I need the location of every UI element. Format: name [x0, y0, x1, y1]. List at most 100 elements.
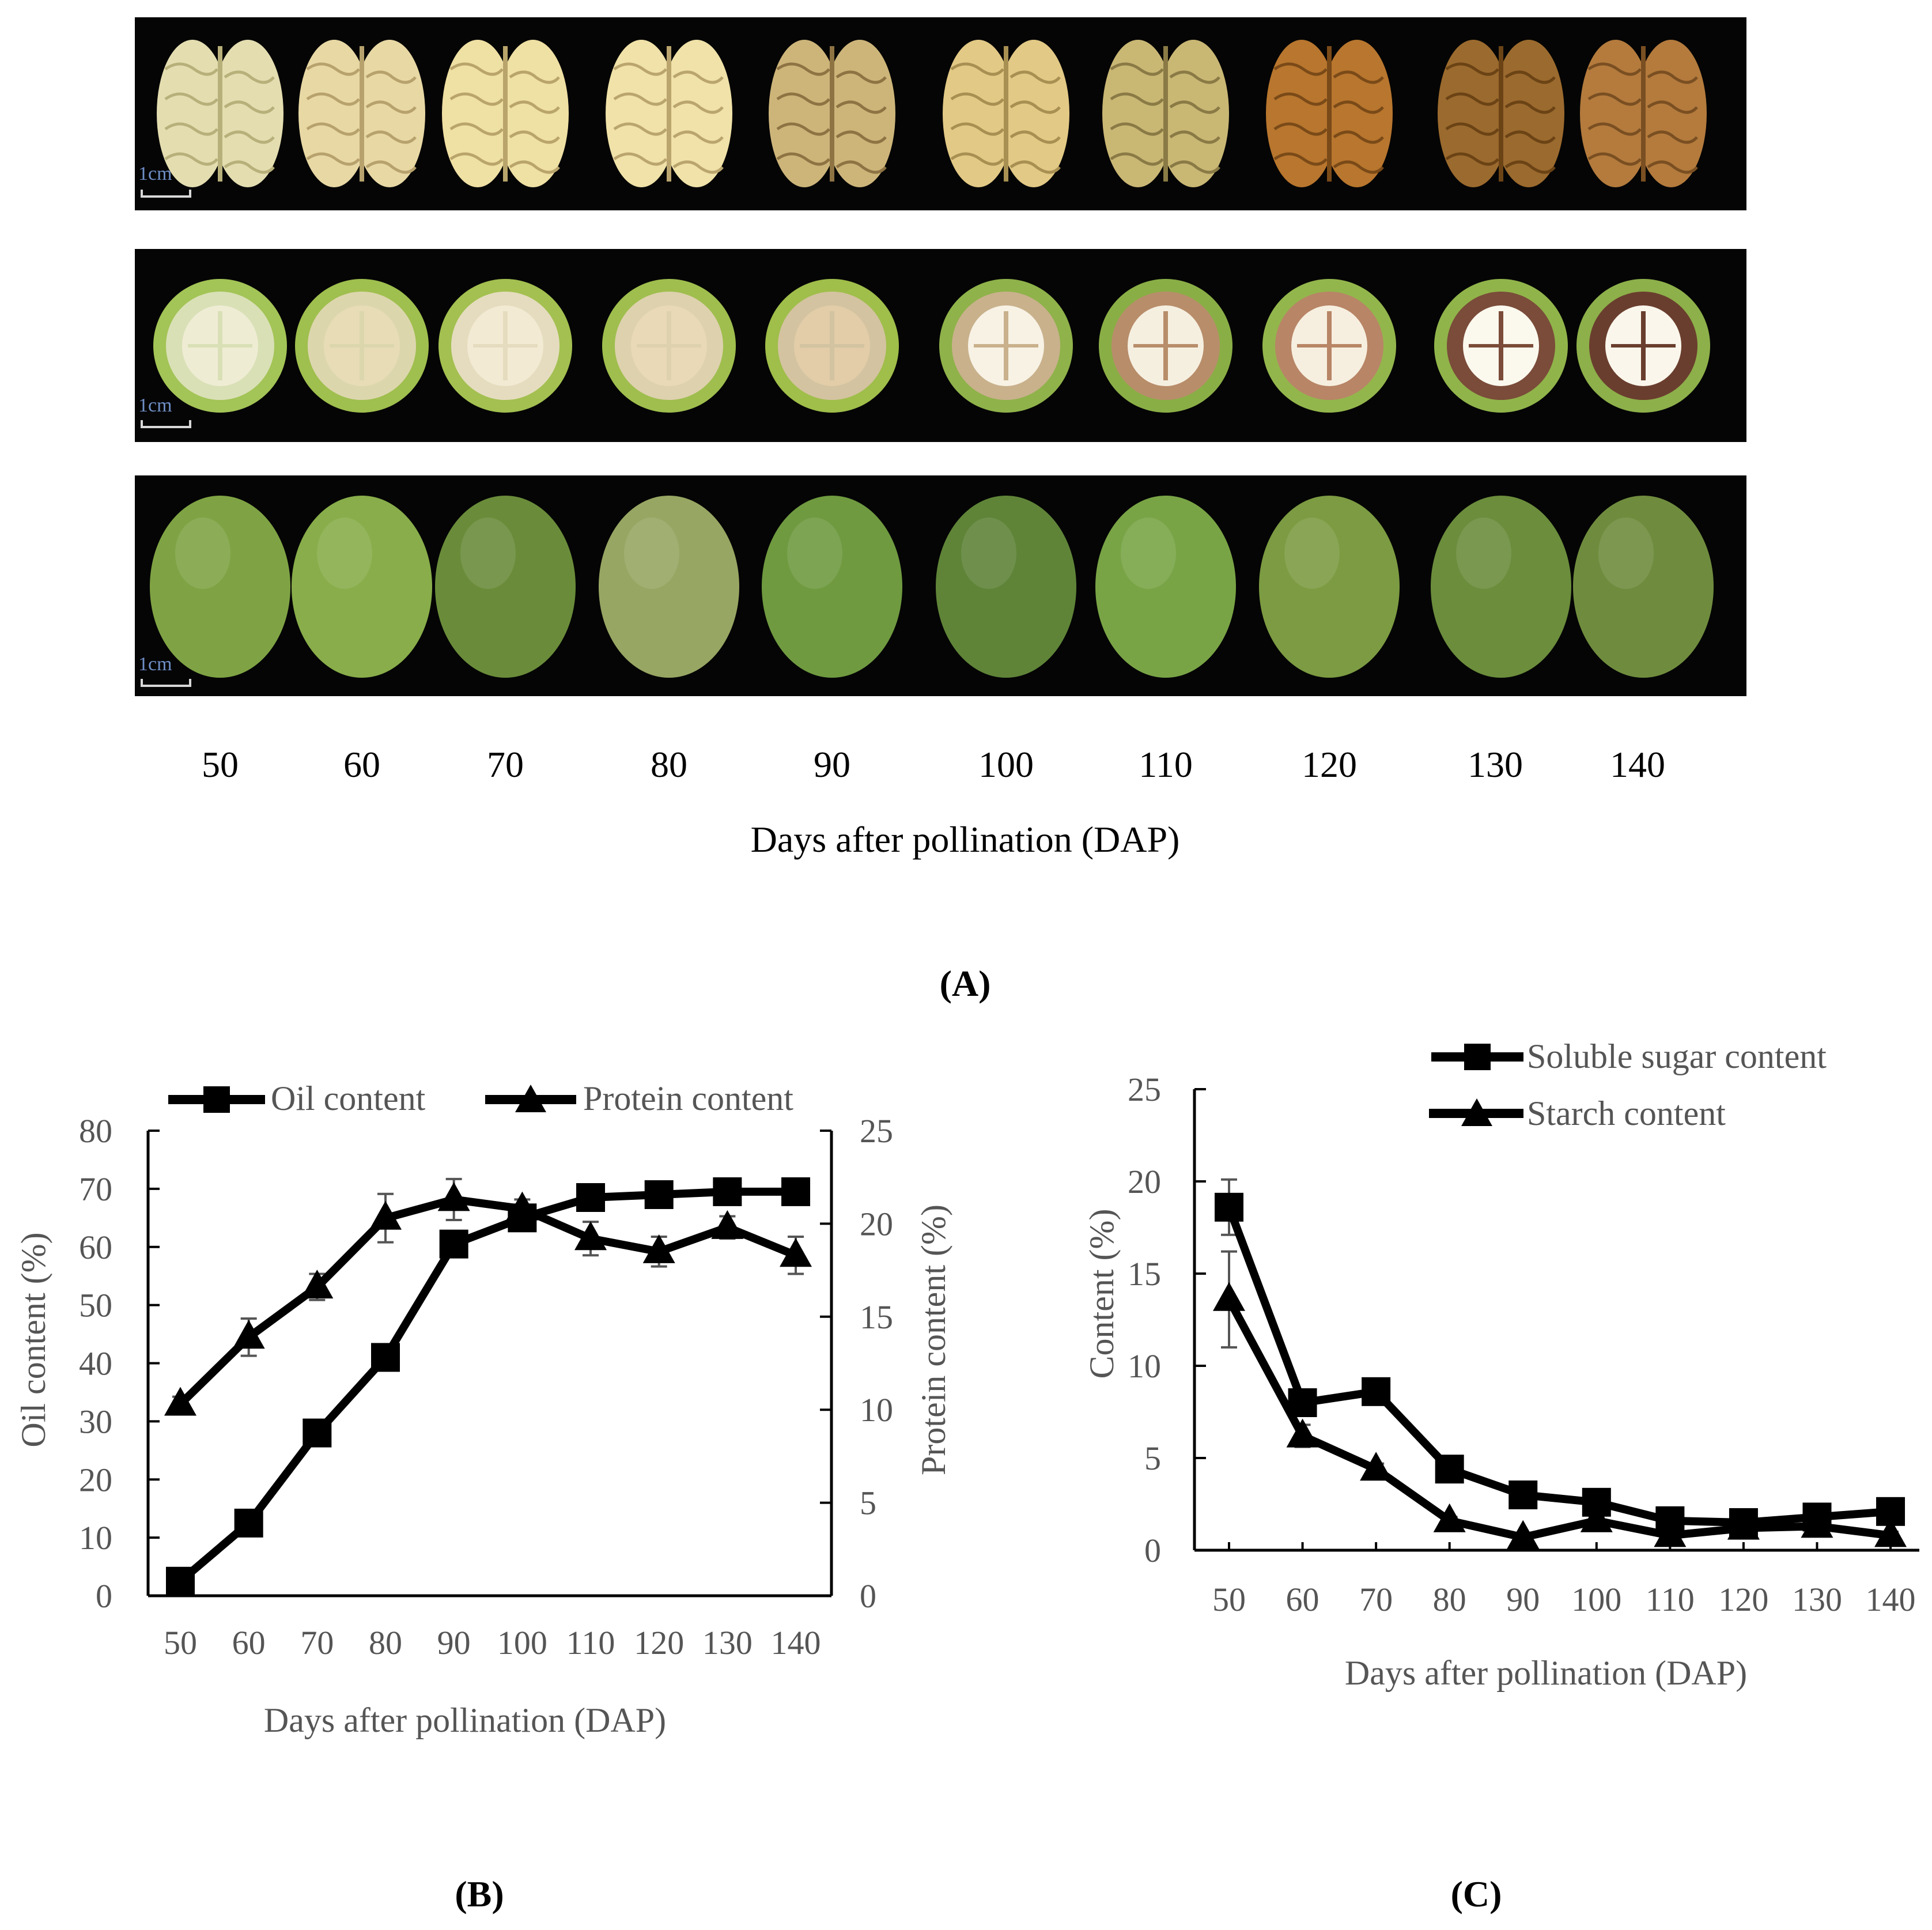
- kernel-fold: [365, 130, 417, 144]
- point-soluble-sugar-content-90: [1508, 1480, 1538, 1509]
- fruit-110: [1095, 496, 1236, 678]
- kernel-fold: [1647, 70, 1698, 84]
- kernel-fold: [1445, 92, 1499, 106]
- kernel-fold: [306, 152, 360, 166]
- series-line-oil-content: [177, 1187, 796, 1585]
- kernel-fold: [613, 152, 667, 166]
- panel-b-left-tick-label: 20: [79, 1461, 112, 1498]
- panel-c-legend: Soluble sugar content Starch content: [1429, 1037, 1827, 1132]
- kernel-fold: [1587, 152, 1642, 166]
- cross-section-90: [765, 279, 899, 413]
- kernel-left-half: [1102, 40, 1174, 187]
- panel-b-right-tick-label: 25: [860, 1112, 893, 1150]
- kernel-fold: [509, 160, 560, 174]
- legend-starch-marker: [1461, 1098, 1492, 1126]
- fruit-highlight: [1284, 518, 1340, 589]
- fruit-highlight: [460, 518, 516, 589]
- kernel-fold: [306, 62, 360, 76]
- fruit-highlight: [1598, 518, 1654, 589]
- panel-c-y-tick-label: 20: [1128, 1163, 1161, 1200]
- panel-c-y-tick-label: 10: [1128, 1347, 1161, 1385]
- fruit-90: [762, 496, 902, 678]
- panel-c-x-tick-label: 130: [1792, 1581, 1842, 1618]
- point-oil-content-110: [576, 1183, 606, 1213]
- kernel-fold: [449, 62, 504, 76]
- kernel-fold: [672, 100, 724, 114]
- kernel-left-half: [943, 40, 1014, 187]
- panel-c-x-tick-label: 140: [1866, 1581, 1916, 1618]
- fruit-70: [435, 496, 576, 678]
- point-soluble-sugar-content-70: [1362, 1377, 1391, 1406]
- kernel-fold: [1273, 122, 1328, 136]
- point-soluble-sugar-content-50: [1215, 1192, 1243, 1222]
- fruit-highlight: [1456, 518, 1511, 589]
- kernel-fold: [1647, 100, 1698, 114]
- kernel-fold: [672, 70, 724, 84]
- panel-b-x-tick-label: 60: [232, 1624, 266, 1661]
- kernel-row: [157, 40, 1707, 187]
- legend-oil-label: Oil content: [271, 1079, 426, 1117]
- kernel-90: [769, 40, 895, 187]
- dap-label-100: 100: [978, 744, 1034, 785]
- kernel-fold: [1110, 92, 1164, 106]
- fruit-highlight: [961, 518, 1016, 589]
- legend-sugar-marker: [1464, 1044, 1491, 1070]
- kernel-fold: [306, 92, 360, 106]
- point-oil-content-50: [166, 1566, 195, 1596]
- panel-c-ylabel: Content (%): [1083, 1209, 1121, 1379]
- point-protein-content-50: [164, 1387, 196, 1416]
- cross-section-row: [153, 279, 1710, 413]
- kernel-fold: [509, 70, 560, 84]
- panel-b-left-tick-label: 80: [79, 1112, 112, 1150]
- scale-bar-0: 1cm: [138, 163, 191, 198]
- series-line-protein-content: [177, 1195, 797, 1407]
- kernel-fold: [835, 160, 887, 174]
- kernel-fold: [224, 130, 275, 144]
- kernel-130: [1438, 40, 1564, 187]
- kernel-fold: [776, 62, 830, 76]
- point-starch-content-100: [1580, 1503, 1613, 1532]
- fruit-highlight: [1121, 518, 1176, 589]
- kernel-fold: [613, 62, 667, 76]
- kernel-fold: [950, 152, 1004, 166]
- dap-label-120: 120: [1302, 744, 1357, 785]
- fruit-body: [150, 496, 290, 678]
- kernel-fold: [1445, 152, 1499, 166]
- panel-a-label: (A): [940, 963, 991, 1004]
- kernel-fold: [1587, 92, 1642, 106]
- point-oil-content-60: [234, 1508, 263, 1538]
- panel-c-y-tick-label: 25: [1128, 1071, 1161, 1108]
- point-starch-content-80: [1433, 1503, 1466, 1532]
- kernel-right-half: [354, 40, 425, 187]
- panel-c-axes: [1193, 1088, 1919, 1552]
- panel-b-axes: [146, 1130, 833, 1597]
- kernel-fold: [1333, 70, 1384, 84]
- panel-a-photos: 1cm 1cm 1cm 50 60 70 80 90 100 110 120 130 140 Days…: [135, 17, 1746, 1004]
- scale-bar-line: [141, 420, 191, 428]
- scale-bar-line: [141, 679, 191, 687]
- kernel-fold: [1110, 122, 1164, 136]
- dap-label-90: 90: [814, 744, 850, 785]
- cross-section-50: [153, 279, 287, 413]
- kernel-fold: [776, 152, 830, 166]
- point-starch-content-120: [1727, 1510, 1760, 1540]
- panel-c-y-tick-label: 15: [1128, 1255, 1161, 1293]
- kernel-50: [157, 40, 283, 187]
- kernel-fold: [365, 70, 417, 84]
- kernel-fold: [164, 152, 218, 166]
- panel-b-x-tick-label: 100: [497, 1624, 547, 1661]
- kernel-fold: [1273, 62, 1328, 76]
- panel-b-left-tick-label: 30: [79, 1403, 112, 1440]
- kernel-left-half: [157, 40, 228, 187]
- dap-label-60: 60: [343, 744, 380, 785]
- kernel-fold: [1169, 70, 1220, 84]
- kernel-right-half: [1635, 40, 1707, 187]
- fruit-body: [435, 496, 576, 678]
- kernel-left-half: [1438, 40, 1509, 187]
- panel-b-right-tick-label: 0: [860, 1577, 876, 1615]
- kernel-fold: [1169, 100, 1220, 114]
- kernel-fold: [835, 70, 887, 84]
- fruit-highlight: [787, 518, 842, 589]
- panel-b-x-tick-label: 80: [369, 1624, 402, 1661]
- kernel-fold: [449, 152, 504, 166]
